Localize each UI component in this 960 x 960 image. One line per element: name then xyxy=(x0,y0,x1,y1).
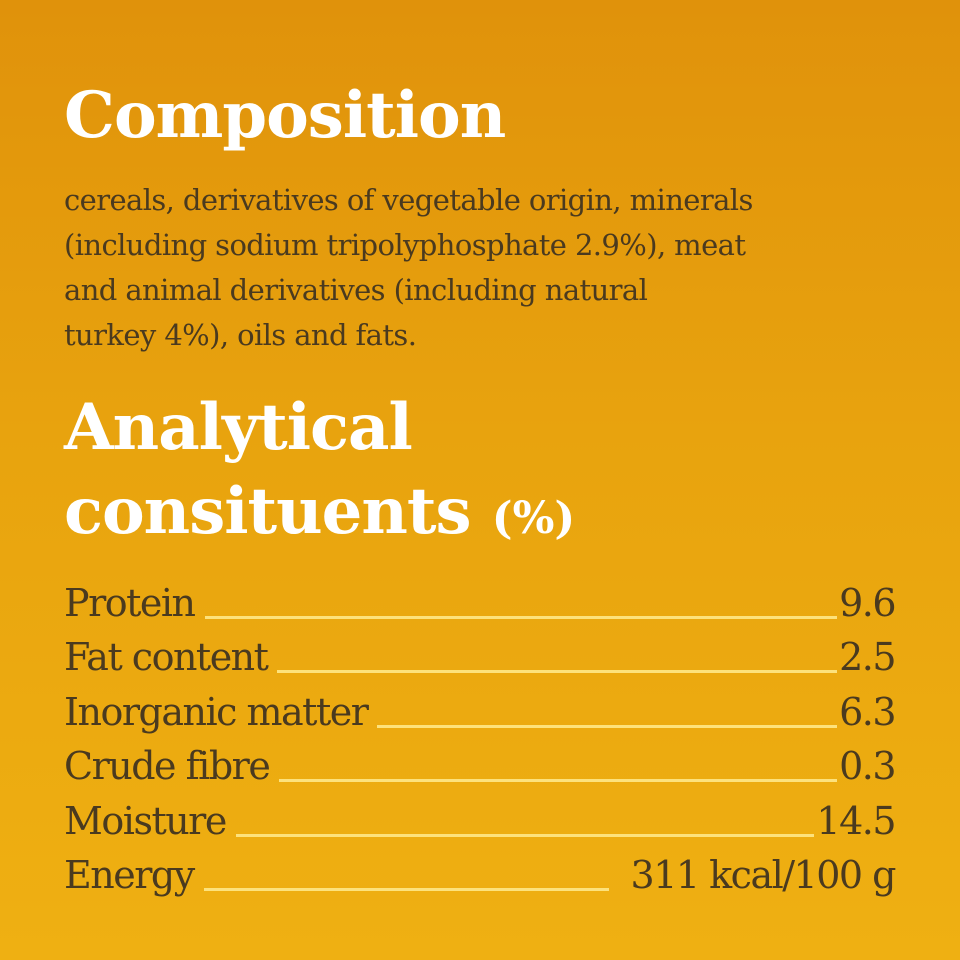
composition-text: cereals, derivatives of vegetable origin… xyxy=(64,178,753,358)
composition-line: and animal derivatives (including natura… xyxy=(64,273,648,307)
constituents-table: Protein 9.6 Fat content 2.5 Inorganic matt… xyxy=(64,572,897,900)
leader-line xyxy=(235,833,815,837)
constituent-row: Inorganic matter 6.3 xyxy=(64,681,896,736)
analytical-heading-line2: consituents (%) xyxy=(64,480,575,544)
composition-line: turkey 4%), oils and fats. xyxy=(64,318,417,352)
composition-line: cereals, derivatives of vegetable origin… xyxy=(64,183,753,217)
leader-line xyxy=(204,615,838,619)
constituent-row: Energy 311 kcal/100 g xyxy=(64,845,897,900)
row-value: 14.5 xyxy=(816,798,896,843)
row-value: 6.3 xyxy=(839,689,896,734)
leader-line xyxy=(277,670,838,673)
row-label: Crude fibre xyxy=(64,744,271,788)
analytical-heading-text: consituents xyxy=(64,474,471,549)
analytical-heading-line1: Analytical xyxy=(64,390,413,465)
leader-line xyxy=(279,779,838,782)
constituent-row: Crude fibre 0.3 xyxy=(64,736,896,791)
row-value: 0.3 xyxy=(839,744,896,788)
row-label: Fat content xyxy=(64,635,269,679)
row-label: Energy xyxy=(64,853,195,897)
leader-line xyxy=(377,724,838,728)
row-label: Inorganic matter xyxy=(64,689,369,734)
row-value: 9.6 xyxy=(839,580,896,625)
row-value: 311 kcal/100 g xyxy=(630,853,897,897)
composition-heading: Composition xyxy=(64,78,506,153)
unit-label: (%) xyxy=(491,493,576,544)
composition-line: (including sodium tripolyphosphate 2.9%)… xyxy=(64,228,746,262)
row-label: Protein xyxy=(64,580,196,625)
row-label: Moisture xyxy=(64,798,227,843)
constituent-row: Moisture 14.5 xyxy=(64,790,896,845)
constituent-row: Protein 9.6 xyxy=(64,572,896,627)
row-value: 2.5 xyxy=(839,635,896,679)
constituent-row: Fat content 2.5 xyxy=(64,627,896,682)
leader-line xyxy=(203,888,609,891)
